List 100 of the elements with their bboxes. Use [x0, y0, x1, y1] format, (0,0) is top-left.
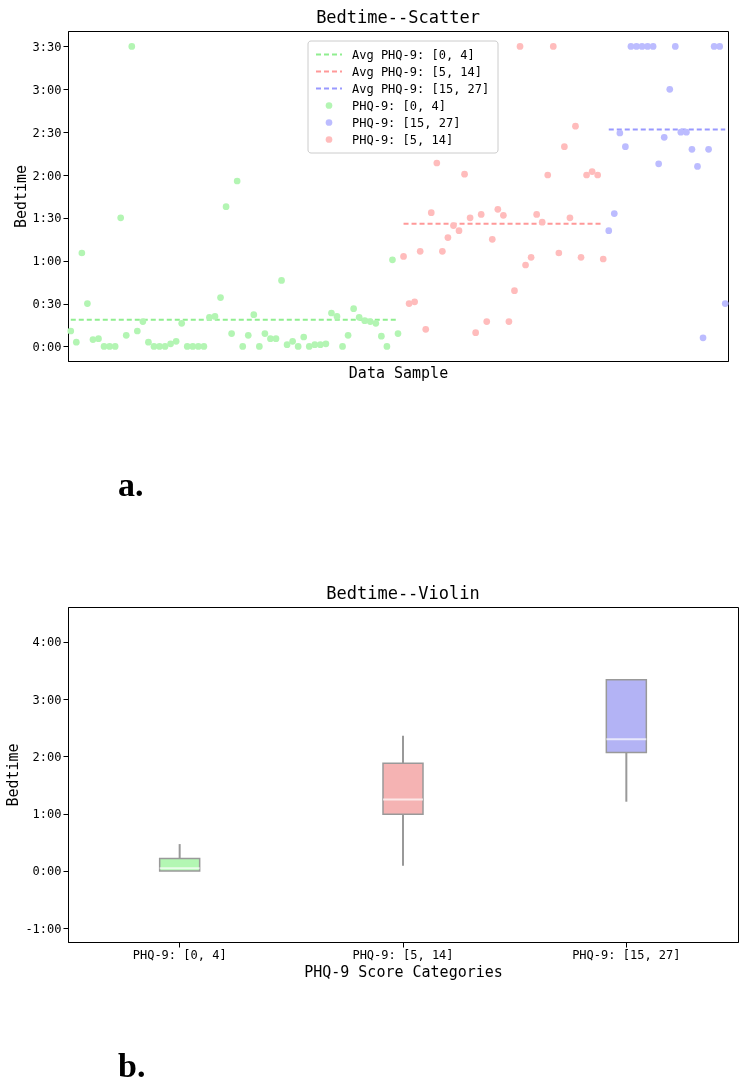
- point: [378, 332, 385, 340]
- point: [450, 222, 457, 229]
- point: [649, 43, 657, 50]
- point: [699, 334, 707, 342]
- point: [655, 160, 663, 168]
- point: [244, 331, 252, 339]
- point: [133, 327, 141, 335]
- point: [505, 318, 513, 325]
- point: [117, 214, 125, 222]
- point: [350, 305, 357, 313]
- y-axis-title: Bedtime: [4, 743, 23, 807]
- point: [322, 340, 330, 348]
- point: [300, 333, 308, 341]
- point: [705, 145, 712, 153]
- text: a.: [118, 466, 144, 503]
- point: [100, 343, 108, 350]
- point: [333, 313, 341, 320]
- point: [228, 330, 235, 337]
- point: [361, 317, 369, 325]
- point: [599, 255, 607, 263]
- legend-label: Avg PHQ-9: [15, 27]: [352, 81, 490, 96]
- point: [339, 343, 346, 350]
- point: [78, 249, 86, 257]
- point: [466, 214, 474, 222]
- point: [233, 177, 241, 185]
- legend-label: Avg PHQ-9: [0, 4]: [352, 47, 475, 62]
- point: [267, 335, 274, 343]
- y-tick-label: 3:30: [32, 39, 62, 54]
- point: [638, 43, 646, 50]
- y-tick-label: 3:00: [32, 692, 62, 707]
- point: [549, 43, 557, 50]
- point: [222, 203, 230, 211]
- point: [555, 249, 563, 257]
- y-tick-label: 0:00: [32, 339, 62, 354]
- point: [577, 253, 585, 261]
- point: [683, 128, 690, 136]
- y-tick-label: 1:30: [32, 211, 62, 226]
- point: [671, 43, 679, 50]
- x-axis-title: PHQ-9 Score Categories: [304, 962, 503, 981]
- point: [694, 163, 701, 170]
- y-tick-label: -1:00: [25, 921, 62, 936]
- point: [289, 337, 296, 345]
- point: [444, 234, 452, 241]
- point: [344, 331, 352, 339]
- point: [516, 43, 524, 50]
- point: [522, 261, 529, 269]
- text: b.: [118, 1047, 146, 1083]
- point: [533, 211, 541, 218]
- point: [488, 235, 496, 243]
- point: [89, 336, 97, 343]
- point: [111, 343, 119, 350]
- point: [594, 171, 602, 179]
- point: [610, 210, 618, 217]
- point: [272, 335, 280, 343]
- point: [206, 313, 213, 321]
- point: [161, 343, 169, 350]
- point: [538, 218, 546, 226]
- point: [605, 227, 613, 235]
- point: [255, 343, 263, 350]
- y-tick-label: 0:30: [32, 297, 62, 312]
- point: [483, 318, 491, 325]
- point: [217, 294, 224, 301]
- point: [372, 319, 380, 327]
- chart-title: Bedtime--Violin: [326, 583, 480, 603]
- legend-label: PHQ-9: [15, 27]: [352, 115, 461, 130]
- point: [527, 253, 535, 261]
- point: [644, 43, 651, 50]
- y-tick-label: 2:30: [32, 125, 62, 140]
- point: [583, 171, 590, 179]
- point: [194, 343, 202, 350]
- point: [172, 337, 180, 345]
- point: [477, 211, 485, 218]
- point: [566, 214, 574, 222]
- point: [688, 145, 696, 153]
- point: [660, 133, 668, 141]
- point: [67, 327, 75, 335]
- point: [189, 343, 197, 350]
- legend-label: PHQ-9: [5, 14]: [352, 132, 454, 147]
- point: [145, 338, 152, 346]
- point: [511, 287, 518, 295]
- point: [561, 143, 568, 151]
- point: [72, 338, 80, 346]
- point: [106, 343, 113, 350]
- point: [433, 159, 441, 167]
- legend-label: Avg PHQ-9: [5, 14]: [352, 64, 483, 79]
- point: [128, 43, 136, 50]
- point: [627, 43, 635, 50]
- y-tick-label: 2:00: [32, 749, 62, 764]
- y-tick-label: 1:00: [32, 254, 62, 269]
- point: [422, 325, 430, 333]
- point: [716, 43, 724, 50]
- point: [294, 343, 302, 350]
- point: [317, 341, 324, 349]
- point: [200, 343, 208, 350]
- point: [633, 43, 640, 50]
- point: [472, 329, 479, 337]
- point: [588, 168, 596, 175]
- y-tick-label: 0:00: [32, 864, 62, 879]
- point: [416, 247, 424, 255]
- x-tick-label: PHQ-9: [15, 27]: [572, 947, 681, 962]
